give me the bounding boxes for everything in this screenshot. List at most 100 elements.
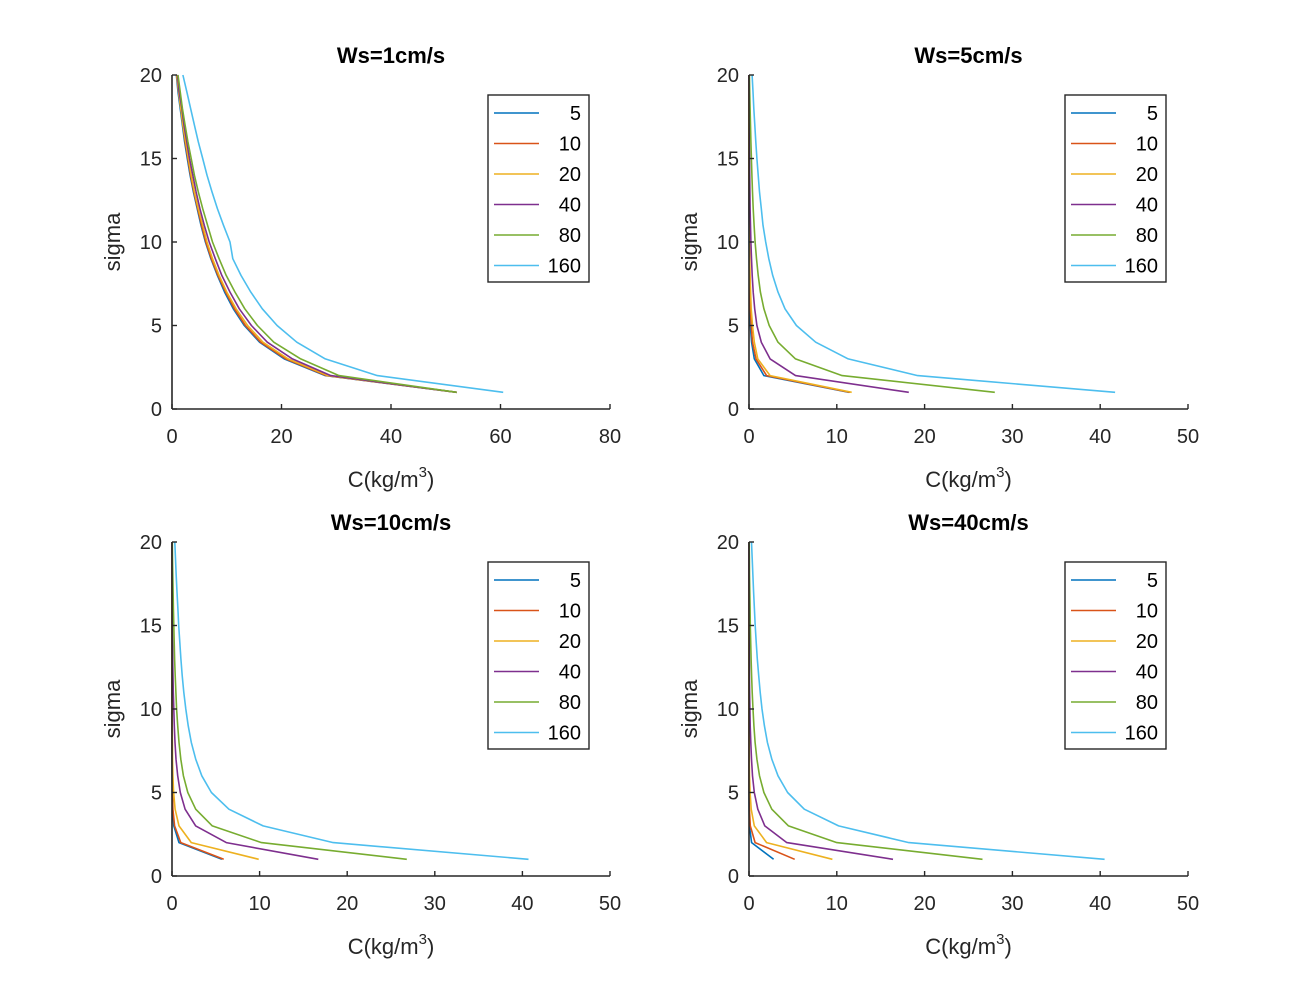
x-axis-label-main: C(kg/m (348, 467, 419, 492)
x-axis-label-main: C(kg/m (925, 934, 996, 959)
legend: 5 10 20 40 80 160 (487, 561, 590, 750)
y-tick-label: 10 (717, 232, 739, 254)
chart-title: Ws=1cm/s (337, 43, 445, 68)
y-axis-label: sigma (677, 212, 702, 271)
y-tick-label: 10 (140, 699, 162, 721)
legend-label-80: 80 (1136, 692, 1158, 714)
x-tick-label: 50 (1177, 893, 1199, 915)
x-tick-label: 40 (1089, 426, 1111, 448)
y-tick-label: 15 (140, 149, 162, 171)
legend: 5 10 20 40 80 160 (1064, 561, 1167, 750)
x-tick-label: 10 (826, 426, 848, 448)
x-tick-label: 10 (826, 893, 848, 915)
series-line-5 (171, 542, 223, 861)
y-tick-label: 15 (717, 616, 739, 638)
x-axis-label-end: ) (1004, 934, 1011, 959)
y-tick-label: 5 (151, 316, 162, 338)
y-axis-label: sigma (100, 679, 125, 738)
y-tick-label: 10 (717, 699, 739, 721)
x-axis-label: C(kg/m3) (925, 464, 1012, 492)
chart-title: Ws=10cm/s (331, 510, 451, 535)
legend-box (487, 94, 590, 283)
subplot-3: 0 10 20 30 40 50 0 5 10 15 20 Ws=10cm/s C(kg/m3) sigm… (100, 510, 621, 959)
legend-label-20: 20 (559, 631, 581, 653)
legend-label-20: 20 (559, 164, 581, 186)
legend-label-80: 80 (559, 225, 581, 247)
series-line-40 (748, 542, 894, 861)
y-tick-label: 0 (151, 866, 162, 888)
legend-label-5: 5 (1147, 570, 1158, 592)
legend: 5 10 20 40 80 160 (487, 94, 590, 283)
legend-box (487, 561, 590, 750)
legend-label-10: 10 (1136, 134, 1158, 156)
chart-title: Ws=5cm/s (914, 43, 1022, 68)
legend-label-5: 5 (570, 570, 581, 592)
x-tick-label: 10 (248, 893, 270, 915)
legend-label-40: 40 (559, 195, 581, 217)
x-axis-label-superscript: 3 (996, 931, 1004, 948)
y-tick-label: 5 (728, 316, 739, 338)
series-line-10 (175, 74, 457, 394)
legend: 5 10 20 40 80 160 (1064, 94, 1167, 283)
y-tick-label: 20 (717, 532, 739, 554)
legend-label-40: 40 (1136, 662, 1158, 684)
x-tick-label: 20 (270, 426, 292, 448)
series-line-80 (748, 74, 995, 394)
legend-label-160: 160 (1125, 723, 1158, 745)
x-tick-label: 0 (743, 893, 754, 915)
series-line-160 (182, 74, 504, 394)
x-axis-label-end: ) (1004, 467, 1011, 492)
x-tick-label: 30 (424, 893, 446, 915)
legend-label-5: 5 (570, 103, 581, 125)
y-tick-label: 5 (151, 783, 162, 805)
series-line-160 (750, 541, 1105, 861)
series-line-40 (176, 74, 457, 394)
series-line-80 (748, 541, 983, 861)
x-tick-label: 30 (1001, 426, 1023, 448)
legend-box (1064, 561, 1167, 750)
x-axis-label-superscript: 3 (996, 464, 1004, 481)
y-axis-label: sigma (100, 212, 125, 271)
series-line-160 (751, 74, 1116, 394)
x-axis-label-superscript: 3 (419, 464, 427, 481)
x-tick-label: 0 (166, 893, 177, 915)
subplot-4: 0 10 20 30 40 50 0 5 10 15 20 Ws=40cm/s C(kg/m3) sigm… (677, 510, 1199, 959)
subplot-1: 0 20 40 60 80 0 5 10 15 20 Ws=1cm/s C(kg/m3) sigma 5 1… (100, 43, 621, 492)
series-line-10 (748, 542, 796, 861)
series-line-80 (171, 541, 407, 861)
x-axis-label-end: ) (427, 934, 434, 959)
chart-title: Ws=40cm/s (908, 510, 1028, 535)
x-axis-label-superscript: 3 (419, 931, 427, 948)
legend-label-10: 10 (559, 601, 581, 623)
y-tick-label: 20 (140, 532, 162, 554)
legend-label-40: 40 (1136, 195, 1158, 217)
x-tick-label: 40 (511, 893, 533, 915)
y-tick-label: 0 (151, 399, 162, 421)
series-line-80 (177, 74, 457, 394)
x-tick-label: 50 (1177, 426, 1199, 448)
subplot-2: 0 10 20 30 40 50 0 5 10 15 20 Ws=5cm/s C(kg/m3) sigma… (677, 43, 1199, 492)
x-tick-label: 0 (166, 426, 177, 448)
x-tick-label: 30 (1001, 893, 1023, 915)
y-tick-label: 15 (140, 616, 162, 638)
x-tick-label: 20 (336, 893, 358, 915)
y-tick-label: 20 (140, 65, 162, 87)
x-tick-label: 40 (1089, 893, 1111, 915)
y-axis-label: sigma (677, 679, 702, 738)
legend-label-20: 20 (1136, 164, 1158, 186)
legend-label-160: 160 (548, 723, 581, 745)
legend-label-160: 160 (548, 256, 581, 278)
x-tick-label: 80 (599, 426, 621, 448)
x-axis-label-main: C(kg/m (348, 934, 419, 959)
x-tick-label: 40 (380, 426, 402, 448)
y-tick-label: 0 (728, 399, 739, 421)
x-tick-label: 0 (743, 426, 754, 448)
x-axis-label-main: C(kg/m (925, 467, 996, 492)
x-axis-label: C(kg/m3) (925, 931, 1012, 959)
x-axis-label-end: ) (427, 467, 434, 492)
legend-label-20: 20 (1136, 631, 1158, 653)
y-tick-label: 5 (728, 783, 739, 805)
y-tick-label: 10 (140, 232, 162, 254)
series-line-40 (748, 74, 909, 394)
x-axis-label: C(kg/m3) (348, 464, 435, 492)
